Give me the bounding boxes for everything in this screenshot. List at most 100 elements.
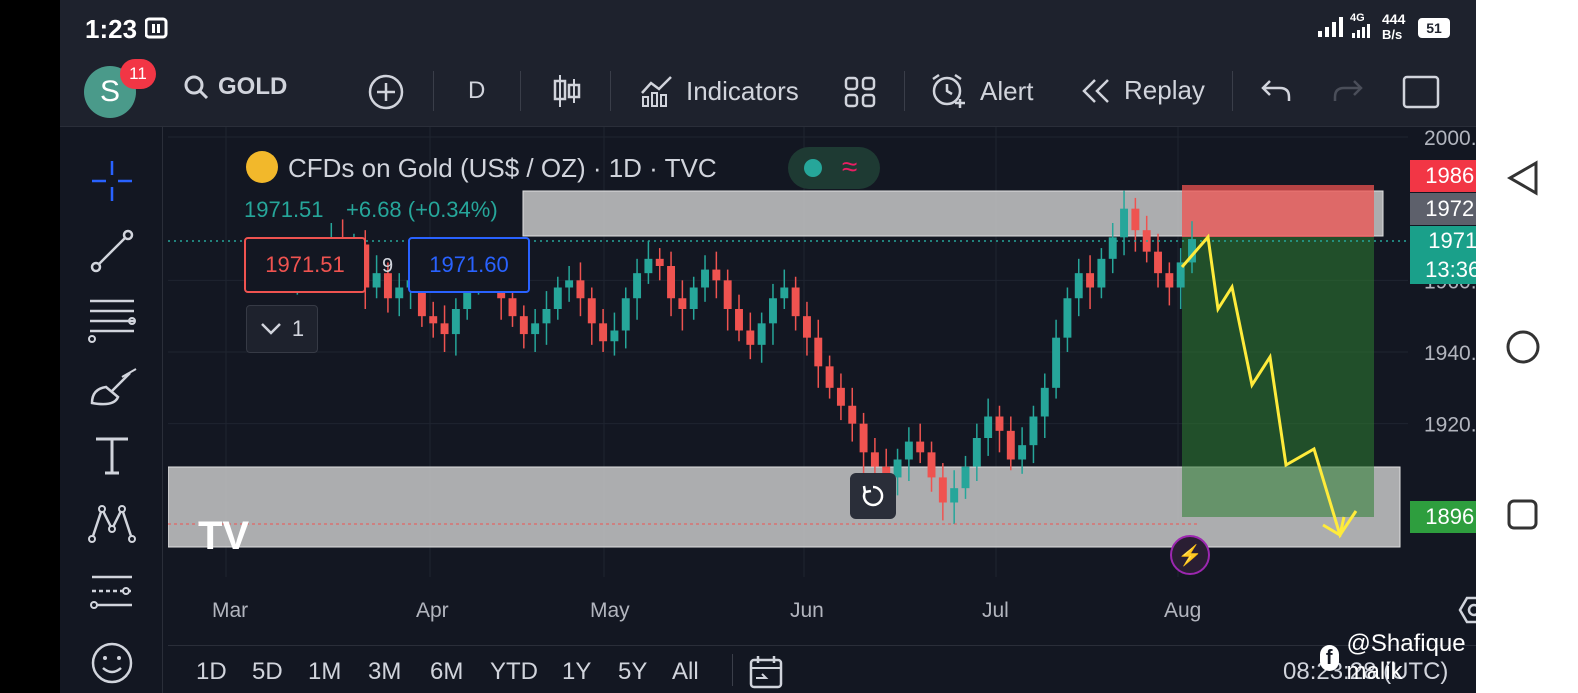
replay-label: Replay bbox=[1124, 75, 1205, 105]
candle-body bbox=[463, 280, 472, 309]
forecast-tool[interactable] bbox=[82, 563, 142, 623]
bar-countdown: 13:36:32 bbox=[1410, 256, 1476, 284]
emoji-tool[interactable] bbox=[82, 633, 142, 693]
candle-body bbox=[870, 452, 879, 467]
target-price-label: 1896.96 bbox=[1410, 501, 1476, 533]
candle-body bbox=[995, 416, 1004, 431]
drawing-toolbar bbox=[60, 127, 163, 693]
chart-area[interactable]: TV MarAprMayJunJulAug2000.001960.001940.… bbox=[168, 127, 1476, 647]
top-toolbar: S 11 GOLD D Indicators Alert Replay bbox=[60, 55, 1476, 127]
chevron-down-icon bbox=[260, 323, 281, 335]
candle-body bbox=[1188, 239, 1196, 263]
indicators-button[interactable]: Indicators bbox=[640, 75, 799, 107]
buy-button[interactable]: 1971.60 bbox=[408, 237, 530, 293]
y-tick-label: 1920.00 bbox=[1424, 414, 1476, 437]
candle-body bbox=[451, 309, 460, 335]
net-speed-unit: B/s bbox=[1382, 27, 1403, 42]
candle-body bbox=[1040, 387, 1049, 417]
candle-body bbox=[576, 280, 585, 299]
status-bar: 1:23 4G 444 B/s 51 bbox=[60, 0, 1476, 55]
calendar-icon[interactable] bbox=[748, 654, 784, 690]
tradingview-logo: TV bbox=[198, 514, 249, 558]
range-ytd[interactable]: YTD bbox=[490, 658, 538, 685]
network-type: 4G bbox=[1350, 12, 1365, 24]
crosshair-tool[interactable] bbox=[82, 151, 142, 211]
settings-icon[interactable] bbox=[1458, 595, 1476, 625]
add-symbol-icon[interactable] bbox=[368, 74, 404, 110]
range-3m[interactable]: 3M bbox=[368, 658, 402, 685]
candle-body bbox=[610, 330, 619, 342]
candle-body bbox=[1165, 273, 1174, 288]
redo-icon[interactable] bbox=[1332, 77, 1364, 105]
market-open-dot bbox=[804, 159, 822, 177]
price-chart[interactable]: TV MarAprMayJunJulAug2000.001960.001940.… bbox=[168, 127, 1476, 647]
reset-chart-button[interactable] bbox=[850, 473, 896, 519]
interval-button[interactable]: D bbox=[468, 77, 486, 104]
range-1y[interactable]: 1Y bbox=[562, 658, 592, 685]
candle-body bbox=[1097, 258, 1106, 288]
candle-body bbox=[927, 452, 936, 478]
candle-body bbox=[519, 316, 528, 335]
recents-icon[interactable] bbox=[1506, 498, 1540, 532]
collapse-button[interactable]: 1 bbox=[246, 305, 318, 353]
android-navigation-bar bbox=[1476, 0, 1578, 693]
brush-icon bbox=[90, 368, 137, 406]
candle-body bbox=[1006, 430, 1015, 460]
candle-body bbox=[757, 323, 766, 345]
candle-body bbox=[916, 441, 925, 453]
candle-body bbox=[859, 423, 868, 453]
lightning-icon[interactable]: ⚡ bbox=[1170, 535, 1210, 575]
trendline-icon bbox=[90, 229, 134, 273]
text-tool[interactable] bbox=[82, 425, 142, 485]
alert-button[interactable]: Alert bbox=[930, 73, 1033, 109]
range-6m[interactable]: 6M bbox=[430, 658, 464, 685]
short-target-area[interactable] bbox=[1182, 237, 1374, 517]
candle-body bbox=[938, 477, 947, 503]
candle-body bbox=[802, 316, 811, 338]
candle-body bbox=[644, 258, 653, 274]
projection-arrow[interactable] bbox=[1180, 233, 1358, 539]
x-tick-label: Mar bbox=[212, 599, 248, 622]
range-all[interactable]: All bbox=[672, 658, 699, 685]
current-price-label: 1971.51 bbox=[1410, 226, 1476, 256]
candle-body bbox=[565, 280, 574, 288]
range-5d[interactable]: 5D bbox=[252, 658, 283, 685]
layout-grid-icon[interactable] bbox=[844, 76, 876, 108]
candle-body bbox=[508, 298, 517, 317]
back-icon[interactable] bbox=[1506, 160, 1540, 196]
range-5y[interactable]: 5Y bbox=[618, 658, 648, 685]
brush-tool[interactable] bbox=[82, 357, 142, 417]
candles-icon[interactable] bbox=[552, 73, 582, 109]
fib-tool[interactable] bbox=[82, 289, 142, 349]
candle-body bbox=[780, 287, 789, 299]
range-1d[interactable]: 1D bbox=[196, 658, 227, 685]
candle-body bbox=[689, 287, 698, 309]
candle-body bbox=[1052, 337, 1061, 388]
market-status[interactable]: ≈ bbox=[788, 147, 880, 189]
candle-body bbox=[1131, 208, 1140, 231]
symbol-search-button[interactable]: GOLD bbox=[182, 73, 287, 101]
pattern-tool[interactable] bbox=[82, 493, 142, 553]
instrument-title[interactable]: CFDs on Gold (US$ / OZ) · 1D · TVC bbox=[288, 153, 717, 183]
candle-body bbox=[814, 337, 823, 367]
candle-body bbox=[395, 287, 404, 299]
text-icon bbox=[96, 437, 128, 475]
candle-body bbox=[1086, 273, 1095, 288]
undo-icon[interactable] bbox=[1260, 77, 1292, 105]
wave-icon: ≈ bbox=[842, 151, 858, 182]
range-1m[interactable]: 1M bbox=[308, 658, 342, 685]
collapse-count: 1 bbox=[291, 316, 305, 341]
sell-button[interactable]: 1971.51 bbox=[244, 237, 366, 293]
candle-body bbox=[701, 269, 709, 288]
fib-retracement-icon bbox=[88, 299, 136, 343]
price-change: +6.68 (+0.34%) bbox=[346, 197, 498, 222]
notification-icon bbox=[145, 17, 168, 39]
short-stop-area[interactable] bbox=[1182, 185, 1374, 237]
home-icon[interactable] bbox=[1504, 328, 1542, 366]
fullscreen-icon[interactable] bbox=[1402, 75, 1440, 109]
utc-clock[interactable]: 08:23:28 (UTC) bbox=[1283, 658, 1449, 685]
replay-button[interactable]: Replay bbox=[1080, 75, 1205, 106]
battery-icon: 51 bbox=[1418, 18, 1450, 38]
trendline-tool[interactable] bbox=[82, 221, 142, 281]
alert-label: Alert bbox=[980, 75, 1034, 106]
